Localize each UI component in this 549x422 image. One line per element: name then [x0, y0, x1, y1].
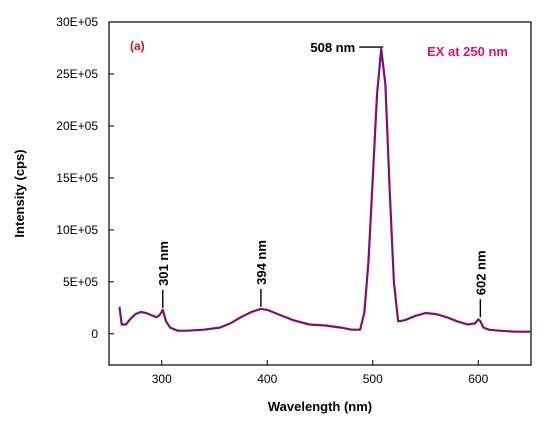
y-tick-label: 20E+05 — [56, 119, 98, 133]
x-axis-title: Wavelength (nm) — [268, 399, 372, 414]
peak-annotation: 602 nm — [473, 250, 488, 295]
y-tick-label: 10E+05 — [56, 223, 98, 237]
y-tick-label: 0 — [91, 327, 98, 341]
x-tick-label: 300 — [152, 372, 172, 386]
y-tick-label: 25E+05 — [56, 67, 98, 81]
y-tick-label: 5E+05 — [63, 275, 98, 289]
peak-annotation: 394 nm — [254, 240, 269, 285]
peak-annotation: 508 nm — [310, 40, 355, 55]
excitation-label: EX at 250 nm — [427, 44, 508, 59]
panel-label: (a) — [130, 39, 145, 53]
y-tick-label: 30E+05 — [56, 15, 98, 29]
x-tick-label: 500 — [363, 372, 383, 386]
y-tick-label: 15E+05 — [56, 171, 98, 185]
x-tick-label: 600 — [468, 372, 488, 386]
x-tick-label: 400 — [257, 372, 277, 386]
peak-annotation: 301 nm — [156, 241, 171, 286]
series-line — [118, 47, 531, 333]
plot-frame — [108, 21, 532, 366]
y-axis-title: Intensity (cps) — [12, 149, 27, 237]
